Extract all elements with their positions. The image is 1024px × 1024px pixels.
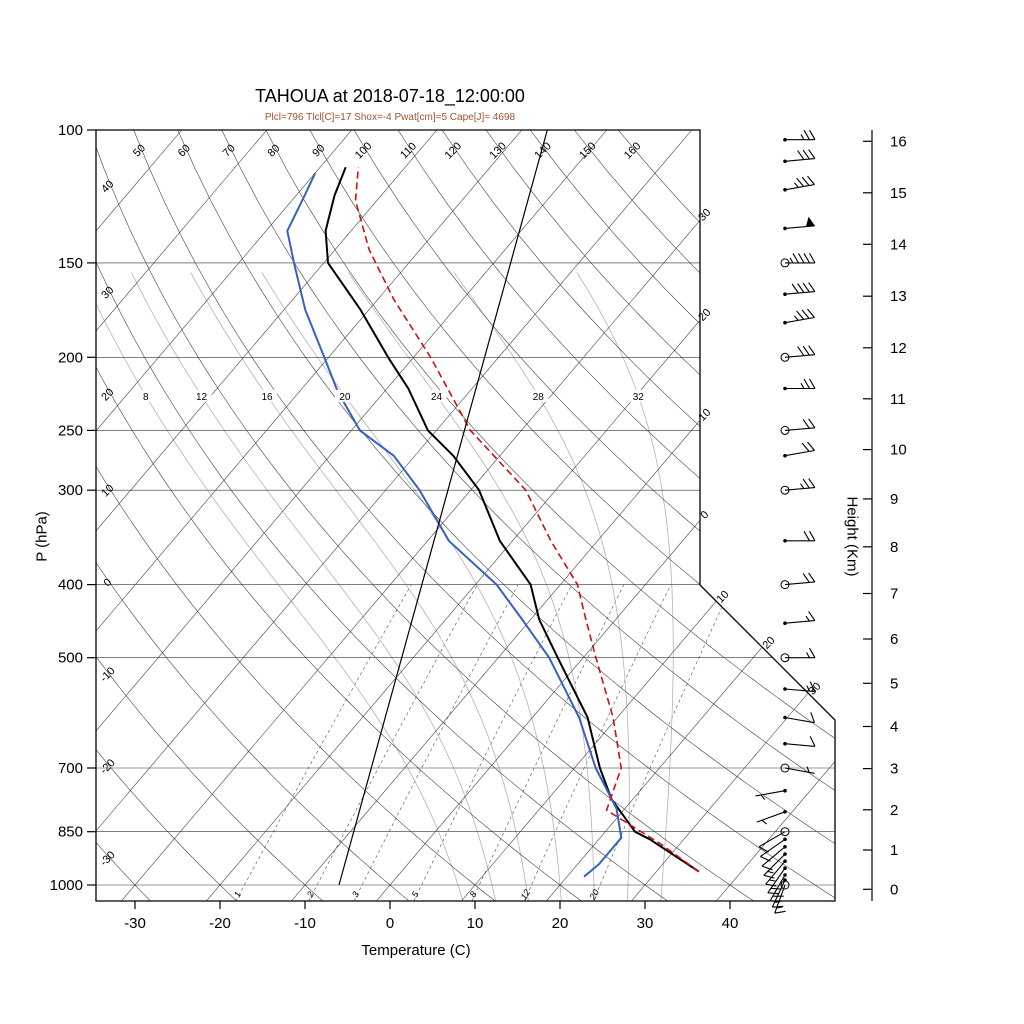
svg-text:400: 400 (58, 577, 83, 594)
svg-text:20: 20 (552, 915, 569, 932)
svg-text:-30: -30 (124, 915, 146, 932)
dewpoint-curve (286, 172, 623, 878)
svg-text:850: 850 (58, 824, 83, 841)
svg-text:-20: -20 (98, 757, 118, 777)
temperature-axis-label: Temperature (C) (361, 942, 471, 959)
svg-text:700: 700 (58, 760, 83, 777)
svg-text:28: 28 (533, 392, 545, 403)
temperature-curve (324, 166, 700, 873)
moist-adiabat-grid (96, 272, 674, 901)
svg-text:5: 5 (890, 675, 898, 692)
svg-text:6: 6 (890, 631, 898, 648)
dry-adiabat-grid (96, 130, 835, 901)
svg-text:16: 16 (890, 133, 907, 150)
svg-text:100: 100 (58, 122, 83, 139)
svg-text:5: 5 (410, 889, 422, 899)
svg-text:200: 200 (58, 349, 83, 366)
height-axis-label: Height (Km) (843, 496, 861, 577)
svg-text:10: 10 (715, 589, 732, 606)
svg-text:1000: 1000 (50, 877, 83, 894)
svg-text:11: 11 (890, 391, 906, 408)
svg-text:10: 10 (696, 407, 713, 424)
svg-text:250: 250 (58, 422, 83, 439)
svg-text:-10: -10 (294, 915, 316, 932)
svg-text:30: 30 (637, 915, 654, 932)
plot-border (95, 129, 836, 902)
svg-text:10: 10 (99, 482, 116, 499)
svg-text:2: 2 (890, 802, 898, 819)
svg-text:12: 12 (196, 392, 208, 403)
svg-text:20: 20 (761, 635, 778, 652)
svg-text:0: 0 (386, 915, 394, 932)
svg-text:1: 1 (232, 890, 243, 899)
svg-text:160: 160 (622, 140, 643, 161)
svg-text:20: 20 (587, 888, 601, 903)
svg-text:24: 24 (431, 392, 443, 403)
svg-text:20: 20 (339, 392, 351, 403)
svg-text:14: 14 (890, 236, 907, 253)
svg-text:150: 150 (58, 255, 83, 272)
svg-text:1: 1 (890, 842, 898, 859)
svg-text:20: 20 (696, 307, 713, 324)
svg-text:140: 140 (532, 140, 553, 161)
chart-title: TAHOUA at 2018-07-18_12:00:00 (255, 86, 525, 106)
svg-text:13: 13 (890, 288, 907, 305)
svg-text:20: 20 (99, 386, 116, 403)
svg-text:10: 10 (467, 915, 484, 932)
svg-text:8: 8 (890, 539, 898, 556)
svg-text:15: 15 (890, 185, 907, 202)
svg-text:3: 3 (350, 890, 361, 899)
svg-text:0: 0 (101, 576, 114, 589)
svg-text:2: 2 (304, 890, 316, 900)
wind-barbs (755, 129, 816, 914)
svg-text:16: 16 (261, 392, 273, 403)
svg-text:-20: -20 (209, 915, 231, 932)
parcel-curve (354, 167, 700, 873)
svg-text:50: 50 (131, 142, 148, 159)
svg-text:60: 60 (176, 142, 193, 159)
svg-text:3: 3 (890, 761, 898, 778)
svg-text:32: 32 (633, 392, 645, 403)
svg-text:300: 300 (58, 482, 83, 499)
svg-text:4: 4 (890, 719, 898, 736)
svg-text:8: 8 (468, 890, 479, 899)
svg-text:12: 12 (519, 888, 533, 902)
svg-text:12: 12 (890, 340, 907, 357)
svg-text:70: 70 (221, 142, 238, 159)
svg-text:500: 500 (58, 650, 83, 667)
svg-text:130: 130 (487, 140, 508, 161)
mixing-ratio-grid (235, 584, 733, 901)
svg-text:10: 10 (890, 442, 907, 459)
chart-indices-subtitle: Plcl=796 Tlcl[C]=17 Shox=-4 Pwat[cm]=5 C… (264, 112, 516, 123)
svg-text:120: 120 (443, 140, 464, 161)
reference-line (338, 130, 548, 886)
background-grid (96, 130, 835, 901)
svg-text:8: 8 (143, 392, 149, 403)
svg-text:9: 9 (890, 491, 898, 508)
sounding-curves (286, 130, 700, 886)
svg-text:40: 40 (722, 915, 739, 932)
pressure-axis-label: P (hPa) (33, 511, 51, 562)
svg-text:-30: -30 (98, 849, 118, 869)
isotherm-grid (96, 130, 835, 901)
svg-text:7: 7 (890, 586, 898, 603)
pressure-grid (96, 129, 835, 886)
svg-text:0: 0 (890, 881, 898, 898)
